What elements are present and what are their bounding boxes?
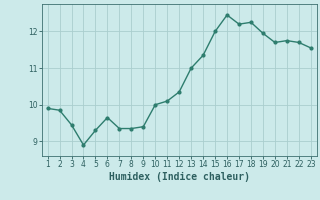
X-axis label: Humidex (Indice chaleur): Humidex (Indice chaleur) [109, 172, 250, 182]
